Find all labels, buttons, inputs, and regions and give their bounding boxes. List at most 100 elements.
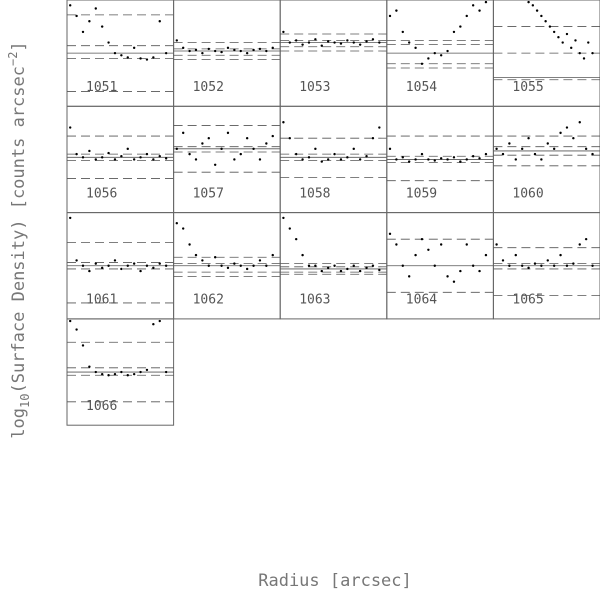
data-point [314, 147, 317, 151]
data-point [314, 264, 317, 267]
data-point [439, 243, 443, 246]
data-point [288, 227, 291, 230]
data-point [252, 147, 255, 151]
data-point [120, 155, 123, 158]
data-point [245, 51, 249, 55]
data-point [226, 131, 230, 135]
data-point [113, 372, 117, 376]
data-point [207, 47, 210, 51]
data-point [346, 267, 349, 271]
data-point [320, 160, 323, 163]
data-point [326, 266, 330, 270]
data-point [378, 41, 381, 44]
data-point [326, 40, 330, 43]
panel-label: 1051 [86, 80, 117, 95]
data-point [301, 253, 304, 257]
data-point [245, 267, 249, 271]
data-point [561, 41, 564, 44]
data-point [68, 319, 72, 323]
data-point [552, 147, 556, 151]
data-point [271, 134, 274, 138]
data-point [388, 147, 392, 151]
data-point [265, 142, 268, 145]
data-point [120, 370, 123, 374]
data-point [201, 259, 204, 262]
data-point [358, 269, 362, 273]
data-point [395, 9, 398, 12]
data-point [378, 268, 381, 272]
data-point [465, 243, 468, 246]
data-point [307, 264, 311, 267]
data-point [294, 237, 298, 241]
data-point [565, 126, 569, 129]
data-point [478, 269, 481, 273]
data-point [175, 147, 178, 151]
data-point [75, 152, 78, 156]
data-point [552, 264, 556, 267]
data-point [346, 156, 349, 159]
data-point [540, 158, 543, 161]
panel-label: 1066 [86, 399, 117, 414]
panel-frame [66, 105, 175, 214]
data-point [587, 41, 590, 44]
data-point [233, 158, 236, 161]
data-point [559, 131, 562, 135]
data-point [414, 158, 417, 161]
data-point [294, 39, 298, 42]
data-point [307, 41, 311, 44]
data-point [531, 4, 535, 7]
panel-label: 1056 [86, 186, 117, 201]
data-point [446, 275, 449, 278]
data-point [226, 266, 230, 270]
data-point [395, 243, 398, 246]
data-point [508, 142, 511, 145]
data-point [88, 20, 91, 23]
data-point [484, 152, 488, 156]
data-point [288, 136, 291, 140]
data-point [126, 56, 129, 59]
data-point [452, 280, 456, 283]
data-point [514, 253, 517, 257]
data-point [139, 57, 142, 60]
data-point [565, 32, 569, 36]
panel-label: 1057 [193, 186, 224, 201]
data-point [145, 58, 149, 61]
panel-label: 1052 [193, 80, 224, 95]
data-point [544, 20, 547, 23]
data-point [527, 0, 530, 4]
data-point [358, 158, 362, 161]
data-point [201, 142, 204, 145]
data-point [584, 237, 588, 241]
data-point [88, 269, 91, 273]
data-point [81, 344, 85, 347]
data-point [113, 51, 117, 55]
data-point [427, 158, 430, 161]
data-point [465, 158, 468, 161]
data-point [365, 155, 368, 158]
data-point [175, 39, 178, 42]
data-point [326, 158, 330, 161]
data-point [578, 121, 581, 124]
data-point [75, 328, 78, 331]
data-point [439, 157, 443, 160]
data-point [427, 57, 430, 60]
data-point [158, 262, 161, 265]
data-point [100, 266, 104, 270]
data-point [271, 253, 274, 257]
data-point [514, 158, 517, 161]
data-point [158, 20, 161, 23]
data-point [520, 147, 524, 151]
data-point [371, 264, 375, 267]
panel-label: 1065 [512, 293, 543, 308]
data-point [68, 126, 72, 129]
data-point [152, 323, 155, 326]
data-point [478, 157, 481, 160]
data-point [446, 158, 449, 161]
data-point [339, 42, 343, 45]
data-point [439, 54, 443, 57]
x-axis-label: Radius [arcsec] [258, 571, 412, 591]
data-point [258, 259, 262, 262]
data-point [333, 41, 336, 44]
data-point [420, 237, 424, 241]
data-point [213, 163, 217, 166]
